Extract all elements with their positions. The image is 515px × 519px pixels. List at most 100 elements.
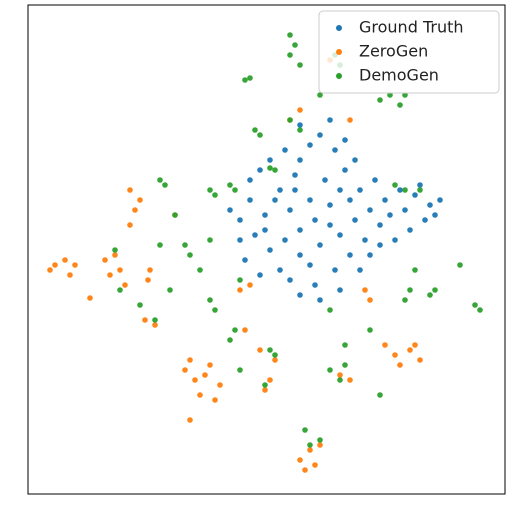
point — [307, 447, 313, 453]
point — [307, 197, 313, 203]
point — [187, 357, 193, 363]
legend-label: ZeroGen — [359, 42, 428, 61]
point — [142, 317, 148, 323]
point — [402, 207, 408, 213]
point — [297, 107, 303, 113]
point — [377, 392, 383, 398]
point — [362, 237, 368, 243]
point — [282, 147, 288, 153]
point — [412, 192, 418, 198]
point — [437, 197, 443, 203]
point — [297, 252, 303, 258]
point — [257, 167, 263, 173]
point — [262, 212, 268, 218]
point — [297, 292, 303, 298]
legend-marker — [336, 73, 342, 79]
point — [87, 295, 93, 301]
point — [257, 347, 263, 353]
point — [267, 247, 273, 253]
point — [267, 157, 273, 163]
point — [367, 297, 373, 303]
point — [407, 287, 413, 293]
point — [317, 297, 323, 303]
point — [237, 217, 243, 223]
point — [157, 242, 163, 248]
point — [312, 462, 318, 468]
point — [417, 182, 423, 188]
point — [272, 197, 278, 203]
point — [317, 92, 323, 98]
point — [197, 392, 203, 398]
point — [242, 77, 248, 83]
point — [247, 197, 253, 203]
point — [342, 167, 348, 173]
point — [342, 137, 348, 143]
point — [202, 372, 208, 378]
point — [317, 132, 323, 138]
point — [342, 362, 348, 368]
point — [47, 267, 53, 273]
point — [267, 165, 273, 171]
point — [107, 272, 113, 278]
point — [292, 42, 298, 48]
legend-box — [318, 10, 500, 94]
legend-label: DemoGen — [359, 66, 439, 85]
point — [392, 182, 398, 188]
point — [272, 357, 278, 363]
point — [397, 102, 403, 108]
point — [67, 272, 73, 278]
point — [137, 197, 143, 203]
point — [152, 317, 158, 323]
point — [382, 197, 388, 203]
point — [337, 187, 343, 193]
point — [287, 117, 293, 123]
point — [322, 177, 328, 183]
point — [157, 177, 163, 183]
point — [302, 427, 308, 433]
point — [332, 267, 338, 273]
point — [297, 157, 303, 163]
point — [132, 207, 138, 213]
point — [117, 267, 123, 273]
point — [247, 282, 253, 288]
point — [477, 307, 483, 313]
point — [207, 237, 213, 243]
point — [282, 237, 288, 243]
point — [362, 287, 368, 293]
point — [402, 92, 408, 98]
point — [327, 307, 333, 313]
point — [257, 132, 263, 138]
point — [357, 267, 363, 273]
point — [232, 327, 238, 333]
point — [292, 187, 298, 193]
point — [277, 267, 283, 273]
point — [187, 417, 193, 423]
point — [212, 192, 218, 198]
point — [407, 347, 413, 353]
point — [262, 227, 268, 233]
point — [432, 212, 438, 218]
point — [242, 327, 248, 333]
point — [117, 287, 123, 293]
point — [182, 242, 188, 248]
point — [207, 297, 213, 303]
point — [367, 207, 373, 213]
point — [392, 237, 398, 243]
point — [212, 397, 218, 403]
point — [137, 302, 143, 308]
point — [432, 287, 438, 293]
point — [347, 117, 353, 123]
point — [472, 302, 478, 308]
point — [427, 292, 433, 298]
point — [217, 382, 223, 388]
point — [347, 197, 353, 203]
point — [237, 287, 243, 293]
legend-marker — [336, 49, 342, 55]
point — [102, 257, 108, 263]
point — [127, 222, 133, 228]
point — [162, 182, 168, 188]
point — [292, 172, 298, 178]
point — [127, 187, 133, 193]
point — [332, 147, 338, 153]
point — [227, 337, 233, 343]
